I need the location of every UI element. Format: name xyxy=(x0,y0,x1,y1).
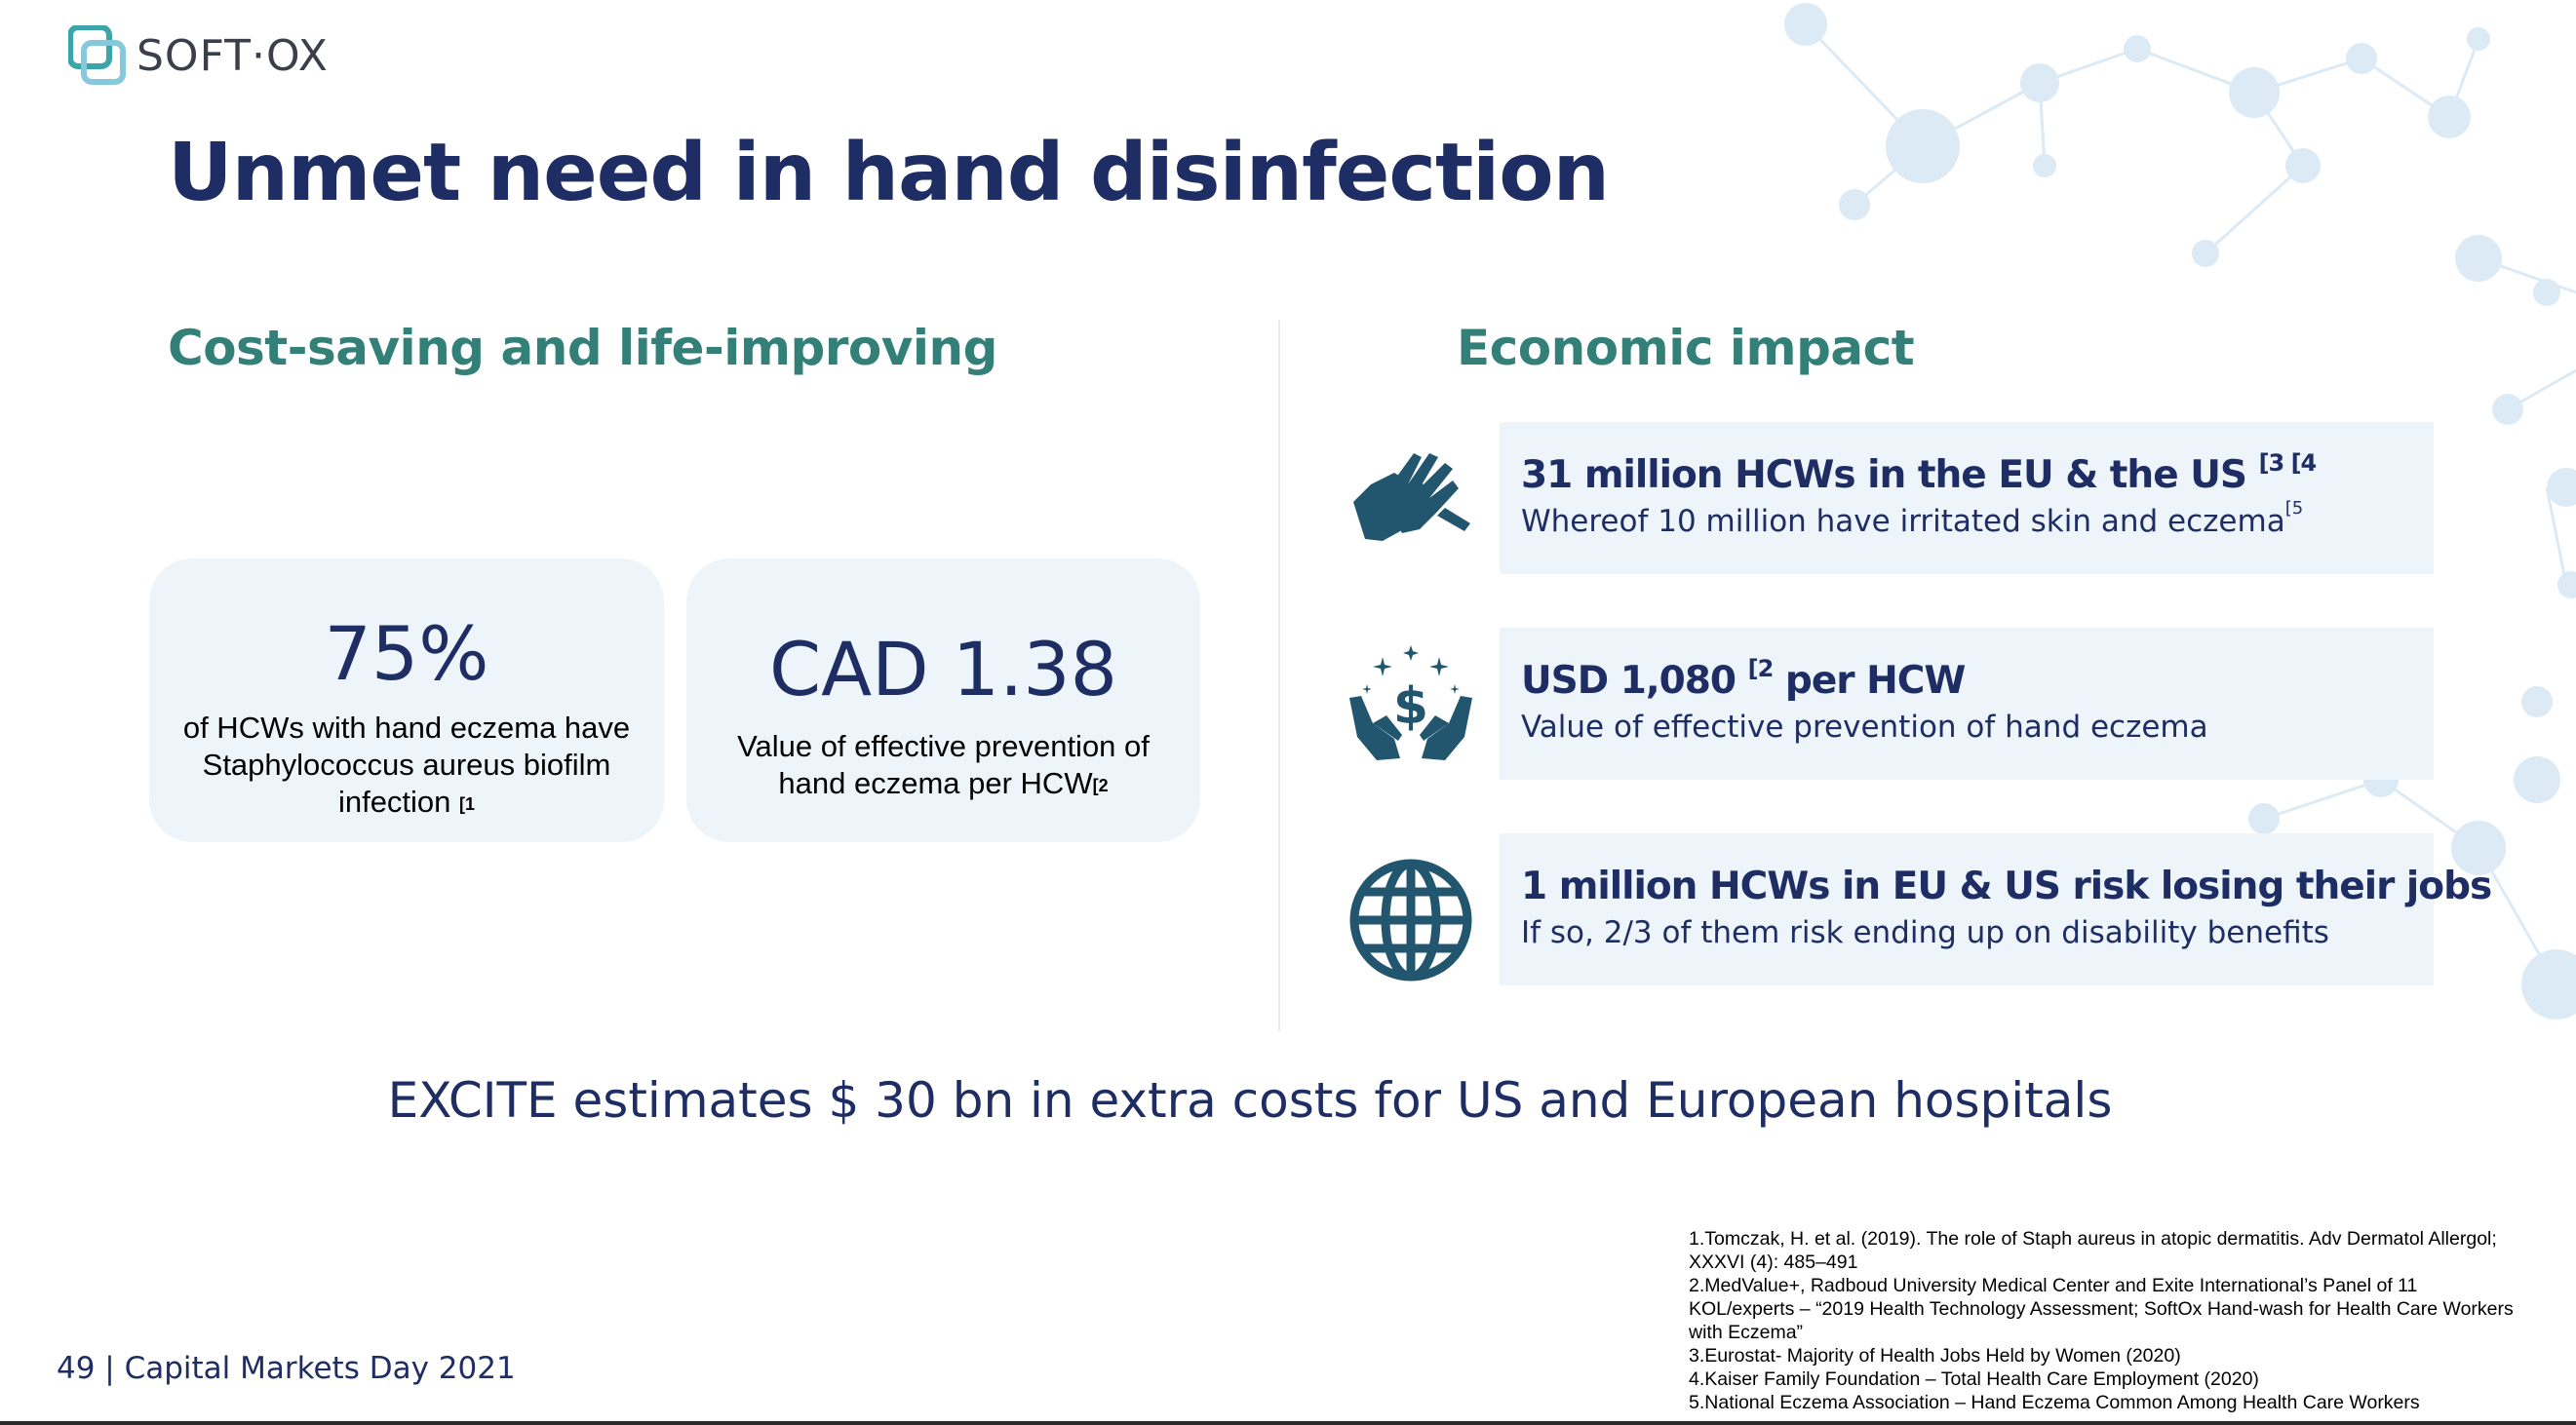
page-footer: 49 | Capital Markets Day 2021 xyxy=(57,1351,516,1386)
stat-card-cost: CAD 1.38 Value of effective prevention o… xyxy=(686,558,1200,842)
impact-card-cost: USD 1,080 [2 per HCW Value of effective … xyxy=(1500,628,2434,780)
svg-text:$: $ xyxy=(1393,677,1428,736)
reference-line: with Eczema” xyxy=(1689,1322,1804,1343)
stat-value: CAD 1.38 xyxy=(769,626,1117,712)
impact-subtitle: Value of effective prevention of hand ec… xyxy=(1521,710,2208,745)
stat-card-staph: 75% of HCWs with hand eczema have Staphy… xyxy=(149,558,664,842)
right-section-heading: Economic impact xyxy=(1457,320,1915,376)
logo-text: SOFT·OX xyxy=(137,30,329,81)
reference-line: 5.National Eczema Association – Hand Ecz… xyxy=(1689,1392,2420,1413)
softox-logo: SOFT·OX xyxy=(68,25,329,86)
softox-logo-icon xyxy=(68,25,126,85)
impact-title: 31 million HCWs in the EU & the US [3 [4 xyxy=(1521,449,2317,497)
reference-line: XXXVI (4): 485–491 xyxy=(1689,1252,1858,1273)
impact-card-hcws: 31 million HCWs in the EU & the US [3 [4… xyxy=(1500,422,2434,574)
money-hands-icon: $ xyxy=(1349,645,1472,760)
bottom-border xyxy=(0,1421,2576,1425)
section-divider xyxy=(1278,320,1280,1031)
reference-line: 1.Tomczak, H. et al. (2019). The role of… xyxy=(1689,1228,2497,1250)
stat-description: of HCWs with hand eczema have Staphyloco… xyxy=(182,711,631,819)
excite-statement: EXCITE estimates $ 30 bn in extra costs … xyxy=(387,1072,2113,1129)
stat-description: Value of effective prevention of hand ec… xyxy=(737,729,1150,800)
reference-marker: [1 xyxy=(459,794,476,814)
reference-marker: [2 xyxy=(1092,776,1109,795)
reference-line: 3.Eurostat- Majority of Health Jobs Held… xyxy=(1689,1345,2181,1367)
impact-card-jobs: 1 million HCWs in EU & US risk losing th… xyxy=(1500,833,2492,985)
references-list: 1.Tomczak, H. et al. (2019). The role of… xyxy=(1689,1227,2547,1414)
reference-line: KOL/experts – “2019 Health Technology As… xyxy=(1689,1298,2514,1320)
impact-subtitle: If so, 2/3 of them risk ending up on dis… xyxy=(1521,915,2329,950)
impact-title: USD 1,080 [2 per HCW xyxy=(1521,655,1966,703)
clapping-hands-icon xyxy=(1353,453,1470,541)
reference-marker: [5 xyxy=(2284,498,2304,519)
impact-subtitle: Whereof 10 million have irritated skin a… xyxy=(1521,498,2304,539)
globe-icon xyxy=(1349,859,1472,982)
reference-line: 4.Kaiser Family Foundation – Total Healt… xyxy=(1689,1368,2259,1390)
page-title: Unmet need in hand disinfection xyxy=(168,127,1610,219)
reference-line: 2.MedValue+, Radboud University Medical … xyxy=(1689,1275,2418,1296)
left-section-heading: Cost-saving and life-improving xyxy=(168,320,997,376)
impact-title: 1 million HCWs in EU & US risk losing th… xyxy=(1521,865,2492,908)
stat-value: 75% xyxy=(324,610,489,697)
reference-marker: [3 [4 xyxy=(2258,449,2318,477)
reference-marker: [2 xyxy=(1747,655,1775,682)
